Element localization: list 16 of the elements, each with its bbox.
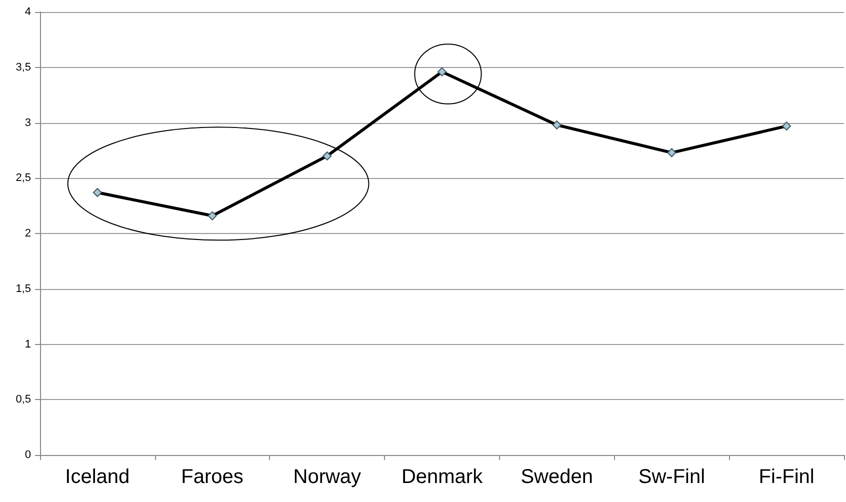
x-tick-label: Norway (293, 466, 362, 488)
x-tick-label: Iceland (65, 466, 130, 488)
y-tick-label: 4 (24, 6, 31, 18)
y-tick-label: 0 (24, 449, 31, 461)
y-tick-label: 2,5 (16, 172, 31, 184)
x-tick-label: Sweden (520, 466, 593, 488)
x-tick-label: Denmark (401, 466, 484, 488)
y-tick-label: 0,5 (16, 394, 31, 406)
y-tick-label: 1,5 (16, 282, 31, 295)
y-tick-label: 1 (24, 338, 31, 350)
x-tick-label: Sw-Finl (638, 466, 706, 488)
x-tick-label: Fi-Finl (758, 466, 814, 488)
y-tick-label: 3 (24, 116, 31, 129)
x-tick-label: Faroes (181, 466, 244, 488)
y-tick-label: 3,5 (16, 61, 31, 74)
y-tick-label: 2 (24, 228, 31, 240)
